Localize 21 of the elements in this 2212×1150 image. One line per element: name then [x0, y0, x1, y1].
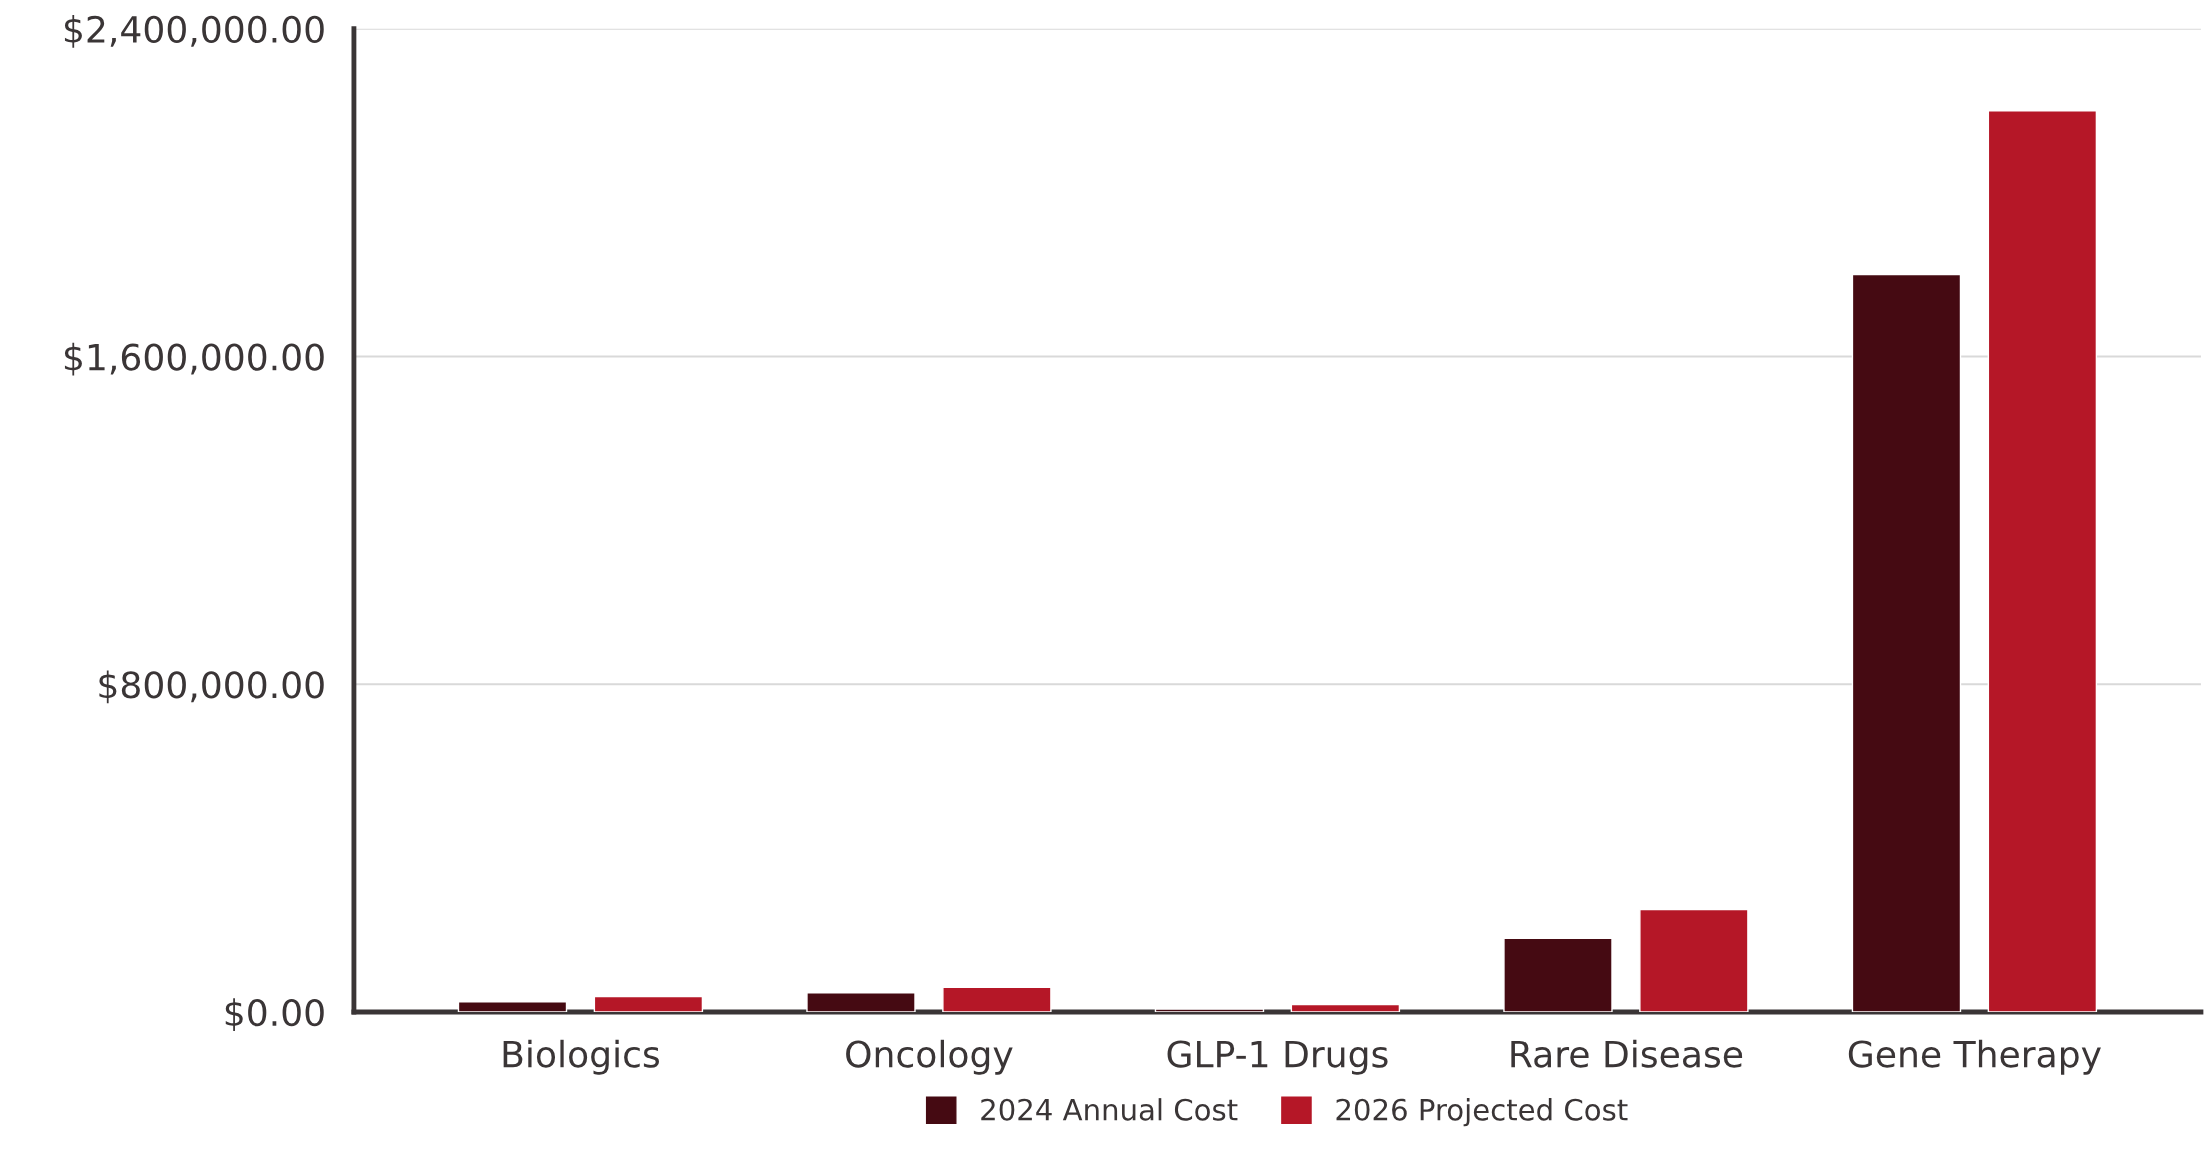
bar [1987, 109, 2098, 1012]
x-tick-label: GLP-1 Drugs [1167, 1040, 1388, 1075]
legend-label: 2026 Projected Cost [1336, 1098, 1628, 1127]
bar [942, 986, 1052, 1012]
y-tick-label: $800,000.00 [99, 670, 324, 704]
x-tick-label: Gene Therapy [1848, 1039, 2101, 1075]
bar [1639, 908, 1749, 1012]
y-tick-label: $0.00 [225, 998, 324, 1032]
x-tick-label: Biologics [503, 1039, 659, 1075]
bar [806, 992, 916, 1012]
y-tick-label: $1,600,000.00 [64, 342, 324, 376]
bar [1503, 937, 1613, 1012]
bar [1290, 1003, 1401, 1012]
bar [457, 1001, 568, 1012]
bar [593, 995, 704, 1012]
bar [1851, 273, 1962, 1012]
x-tick-label: Oncology [846, 1039, 1013, 1075]
x-tick-label: Rare Disease [1511, 1039, 1743, 1068]
legend-label: 2024 Annual Cost [981, 1098, 1238, 1121]
bar [1154, 1008, 1265, 1012]
y-tick-label: $2,400,000.00 [64, 15, 324, 48]
